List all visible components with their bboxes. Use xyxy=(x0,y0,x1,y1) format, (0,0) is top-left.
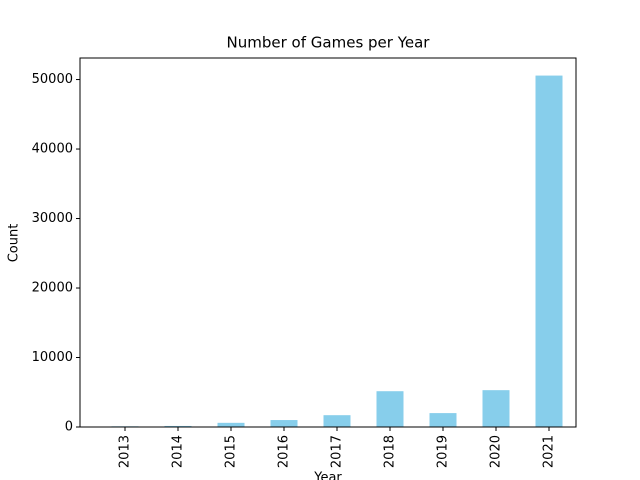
y-tick-label: 50000 xyxy=(32,72,73,87)
y-tick-label: 20000 xyxy=(32,281,73,296)
x-tick-label: 2014 xyxy=(171,435,186,468)
y-tick-label: 30000 xyxy=(32,211,73,226)
x-tick-label: 2019 xyxy=(436,435,451,468)
y-tick-label: 40000 xyxy=(32,142,73,157)
chart-title: Number of Games per Year xyxy=(227,34,431,52)
bar xyxy=(323,415,351,427)
bar xyxy=(270,420,298,427)
y-axis-label: Count xyxy=(7,224,22,263)
x-tick-label: 2017 xyxy=(330,435,345,468)
x-axis-label: Year xyxy=(313,471,342,480)
bar xyxy=(429,413,457,427)
y-tick-label: 10000 xyxy=(32,350,73,365)
y-tick-label: 0 xyxy=(65,420,73,435)
x-tick-label: 2018 xyxy=(383,435,398,468)
x-tick-label: 2015 xyxy=(224,435,239,468)
plot-frame xyxy=(79,57,577,428)
x-tick-label: 2020 xyxy=(489,435,504,468)
bar xyxy=(164,425,192,427)
bar xyxy=(482,390,510,427)
bar xyxy=(376,391,404,427)
bar xyxy=(217,422,245,427)
bar xyxy=(535,75,563,427)
x-tick-label: 2021 xyxy=(542,435,557,468)
x-tick-label: 2013 xyxy=(118,435,133,468)
x-tick-label: 2016 xyxy=(277,435,292,468)
